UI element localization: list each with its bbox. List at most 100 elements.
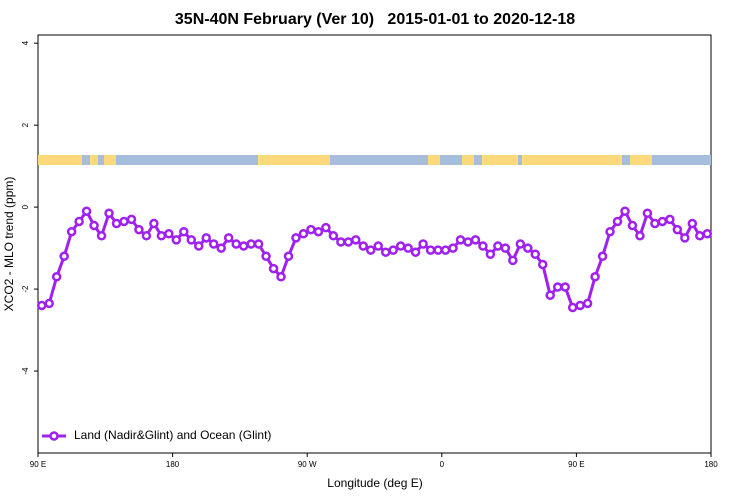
data-point bbox=[373, 241, 383, 251]
data-point bbox=[343, 237, 354, 247]
data-point bbox=[470, 235, 481, 245]
data-point bbox=[582, 298, 593, 309]
data-point bbox=[366, 245, 376, 255]
data-point bbox=[96, 231, 107, 241]
x-tick-label: 0 bbox=[440, 460, 445, 469]
data-point bbox=[328, 231, 339, 241]
data-point bbox=[642, 208, 653, 219]
data-point bbox=[508, 255, 518, 266]
y-tick-label: -2 bbox=[21, 285, 30, 293]
data-point bbox=[575, 300, 585, 311]
data-point bbox=[493, 241, 503, 251]
data-point bbox=[530, 249, 541, 259]
y-tick-label: 4 bbox=[21, 40, 30, 45]
data-point bbox=[665, 214, 675, 225]
x-tick-label: 90 E bbox=[30, 460, 46, 469]
data-point bbox=[560, 282, 570, 292]
land-band bbox=[462, 155, 474, 165]
data-point bbox=[635, 231, 645, 241]
data-point bbox=[246, 239, 256, 249]
ocean-band bbox=[38, 155, 711, 165]
plot-frame bbox=[37, 34, 712, 454]
data-point bbox=[523, 243, 533, 253]
data-point bbox=[111, 218, 122, 229]
data-point bbox=[500, 243, 511, 253]
data-point bbox=[171, 235, 182, 245]
data-point bbox=[66, 226, 77, 237]
data-point bbox=[36, 300, 47, 311]
y-tick-label: 0 bbox=[21, 204, 30, 209]
data-point bbox=[261, 251, 271, 262]
data-point bbox=[298, 229, 309, 239]
land-band bbox=[38, 155, 82, 165]
data-point bbox=[612, 216, 623, 227]
data-point bbox=[552, 282, 563, 292]
land-band bbox=[630, 155, 652, 165]
data-point bbox=[485, 249, 496, 259]
legend-label: Land (Nadir&Glint) and Ocean (Glint) bbox=[74, 428, 271, 442]
data-point bbox=[201, 233, 211, 243]
data-point bbox=[463, 237, 473, 247]
data-point bbox=[590, 272, 600, 282]
data-point bbox=[478, 241, 488, 251]
data-point bbox=[51, 272, 62, 282]
data-point bbox=[194, 241, 204, 251]
data-point bbox=[358, 241, 369, 251]
x-tick-label: 180 bbox=[704, 460, 718, 469]
data-point bbox=[283, 251, 294, 262]
data-point bbox=[141, 231, 152, 241]
data-point bbox=[223, 233, 234, 243]
data-point bbox=[164, 229, 174, 239]
data-point bbox=[380, 247, 391, 257]
data-point bbox=[410, 247, 421, 257]
data-point bbox=[306, 224, 316, 235]
x-tick-label: 180 bbox=[166, 460, 180, 469]
data-point bbox=[680, 233, 690, 243]
data-point bbox=[657, 216, 668, 227]
data-point bbox=[336, 237, 346, 247]
data-point bbox=[418, 239, 428, 249]
data-point bbox=[538, 259, 548, 270]
data-point bbox=[126, 214, 137, 225]
data-point bbox=[149, 218, 159, 229]
data-point bbox=[74, 216, 84, 227]
data-point bbox=[695, 231, 705, 241]
x-axis-label: Longitude (deg E) bbox=[327, 476, 422, 490]
data-point bbox=[567, 302, 578, 313]
data-point bbox=[179, 226, 189, 237]
data-point bbox=[455, 235, 466, 245]
land-band bbox=[90, 155, 98, 165]
data-point bbox=[687, 218, 698, 229]
data-point bbox=[186, 235, 197, 245]
data-point bbox=[321, 222, 331, 233]
data-point bbox=[216, 243, 226, 253]
data-point bbox=[81, 206, 92, 216]
data-point bbox=[672, 224, 683, 235]
data-point bbox=[627, 220, 638, 231]
data-point bbox=[351, 235, 361, 245]
legend-marker bbox=[49, 431, 59, 441]
land-band bbox=[522, 155, 622, 165]
data-point bbox=[545, 290, 555, 300]
data-point bbox=[104, 208, 114, 219]
data-point bbox=[134, 224, 144, 235]
data-point bbox=[433, 245, 443, 255]
data-point bbox=[231, 239, 241, 249]
land-band bbox=[258, 155, 330, 165]
y-axis-label: XCO2 - MLO trend (ppm) bbox=[2, 177, 16, 312]
data-point bbox=[89, 220, 99, 231]
data-point bbox=[119, 216, 129, 227]
data-point bbox=[425, 245, 436, 255]
data-point bbox=[238, 241, 249, 251]
data-point bbox=[291, 233, 301, 243]
data-point bbox=[650, 218, 660, 229]
land-band bbox=[482, 155, 518, 165]
data-point bbox=[268, 263, 279, 274]
data-point bbox=[253, 239, 264, 249]
data-point bbox=[515, 239, 526, 249]
x-tick-label: 90 E bbox=[568, 460, 584, 469]
data-point bbox=[388, 245, 398, 255]
data-point bbox=[276, 272, 286, 282]
data-point bbox=[702, 229, 713, 239]
